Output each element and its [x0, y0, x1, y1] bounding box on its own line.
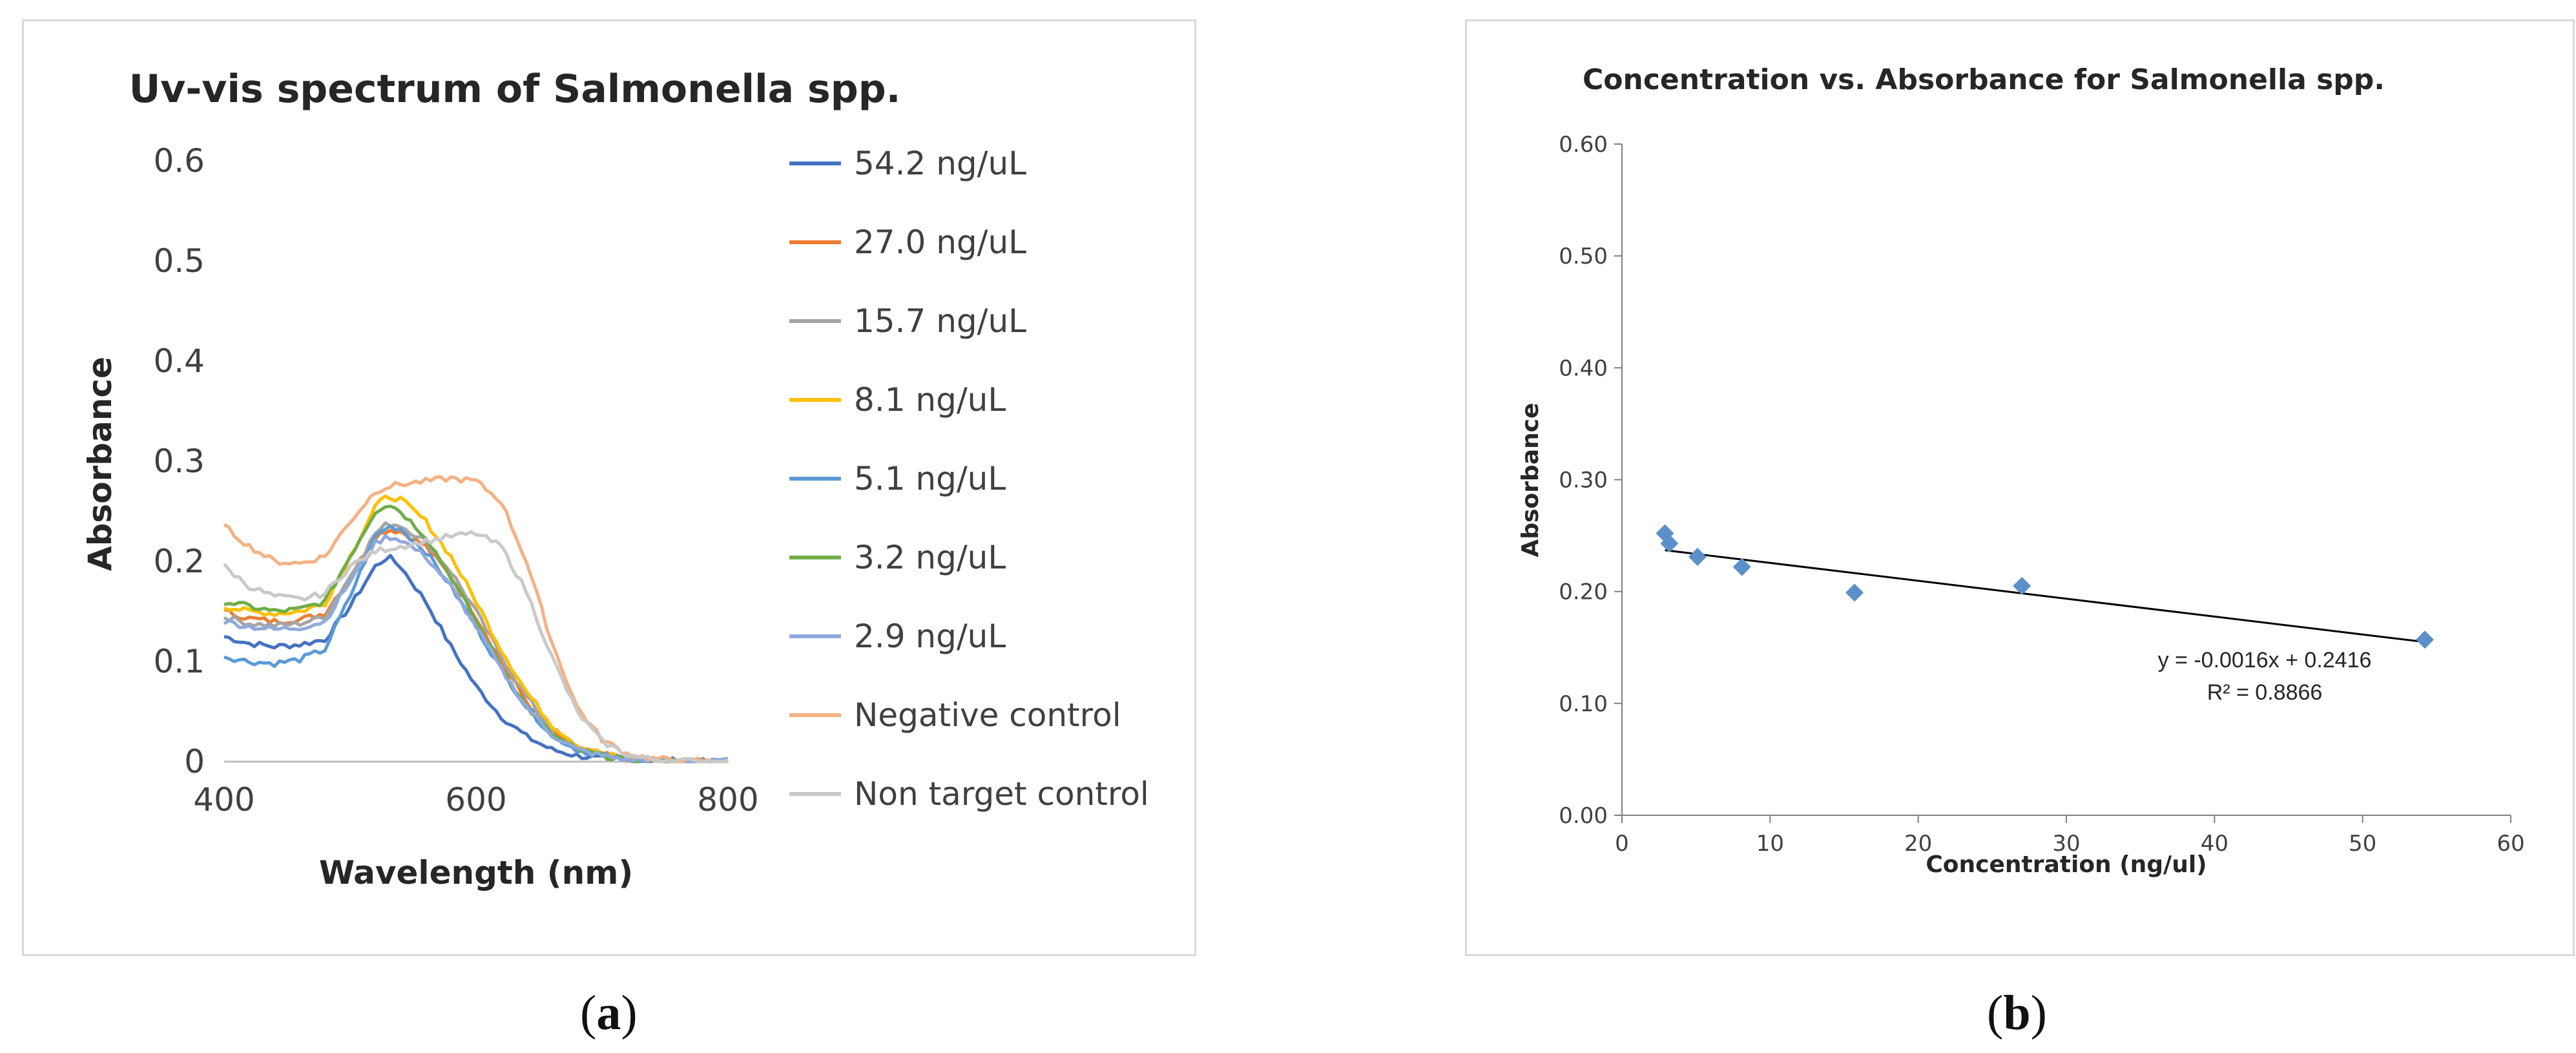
chart-b-data-point: [1660, 534, 1679, 553]
chart-a-legend-label: 5.1 ng/uL: [854, 460, 1006, 497]
chart-a-y-tick-label: 0: [184, 743, 205, 780]
chart-a-series-line: [223, 521, 728, 764]
chart-b-trendline: [1665, 549, 2425, 643]
caption-a-letter: a: [596, 986, 621, 1040]
chart-b-y-tick-label: 0.50: [1559, 244, 1608, 269]
chart-b-y-tick-label: 0.30: [1559, 468, 1608, 494]
chart-b-x-tick-label: 50: [2349, 831, 2376, 857]
chart-a-series-line: [223, 554, 728, 764]
caption-b: (b): [1987, 985, 2047, 1041]
chart-a-legend-label: 27.0 ng/uL: [854, 224, 1026, 261]
chart-a-y-tick-label: 0.4: [153, 342, 205, 380]
chart-b-data-point: [1688, 547, 1707, 566]
chart-a-y-tick-label: 0.3: [153, 443, 205, 480]
chart-b-trendline-equation: y = -0.0016x + 0.2416: [2158, 648, 2372, 672]
chart-a-legend-label: 15.7 ng/uL: [854, 302, 1026, 340]
chart-b-y-tick-label: 0.00: [1559, 803, 1608, 829]
chart-a-series-line: [223, 530, 729, 764]
chart-a-x-tick-label: 400: [193, 781, 254, 818]
chart-b-x-tick-label: 30: [2052, 831, 2080, 857]
chart-a-legend-label: Non target control: [854, 775, 1149, 813]
chart-b-y-ticks: 0.00 0.10 0.20 0.30 0.40 0.50 0.60: [1559, 132, 1622, 829]
chart-a-legend-label: 2.9 ng/uL: [854, 618, 1006, 655]
chart-a-legend: 54.2 ng/uL 27.0 ng/uL 15.7 ng/uL 8.1 ng/uL 5…: [789, 145, 1149, 813]
chart-a-legend-label: 8.1 ng/uL: [854, 381, 1006, 419]
chart-a-y-axis-label: Absorbance: [81, 357, 119, 571]
chart-b-y-tick-label: 0.60: [1559, 132, 1608, 158]
uv-vis-chart-svg: Uv-vis spectrum of Salmonella spp. 00.10…: [81, 67, 1149, 891]
chart-a-series-line: [223, 534, 729, 764]
chart-a-y-tick-label: 0.5: [153, 242, 205, 280]
chart-a-series-group: [223, 475, 729, 764]
chart-b-r-squared: R² = 0.8866: [2207, 680, 2323, 705]
chart-b-data-point: [2415, 631, 2434, 649]
chart-b-x-tick-label: 0: [1615, 831, 1629, 857]
caption-b-close: ): [2030, 986, 2047, 1040]
chart-b-y-axis-label: Absorbance: [1517, 403, 1544, 558]
chart-b-data-point: [1732, 558, 1751, 576]
chart-b-points-group: [1656, 524, 2434, 649]
chart-b-y-tick-label: 0.10: [1559, 691, 1608, 717]
chart-b-x-ticks: 0 10 20 30 40 50 60: [1615, 815, 2525, 857]
chart-a-series-line: [223, 524, 729, 764]
chart-a-y-tick-label: 0.1: [153, 643, 205, 680]
chart-b-x-tick-label: 10: [1756, 831, 1784, 857]
chart-a-x-tick-label: 600: [445, 781, 506, 818]
panel-a-uv-vis-chart: Uv-vis spectrum of Salmonella spp. 0 0.1 0…: [22, 19, 1196, 956]
chart-a-title: Uv-vis spectrum of Salmonella spp.: [129, 67, 901, 112]
chart-a-series-line: [223, 505, 729, 764]
chart-b-data-point: [1845, 583, 1864, 602]
chart-a-x-tick-label: 800: [697, 781, 758, 818]
panel-b-scatter-chart: Concentration vs. Absorbance for Salmone…: [1465, 19, 2575, 956]
chart-a-x-ticks: 400 600 800: [193, 781, 758, 818]
chart-b-y-tick-label: 0.40: [1559, 355, 1608, 381]
caption-a-open: (: [580, 986, 597, 1040]
chart-b-data-point: [2013, 577, 2031, 596]
scatter-chart-svg: Concentration vs. Absorbance for Salmone…: [1517, 63, 2525, 878]
chart-b-x-axis-label: Concentration (ng/ul): [1926, 851, 2207, 878]
caption-a-close: ): [621, 986, 638, 1040]
caption-b-letter: b: [2003, 986, 2031, 1040]
caption-b-open: (: [1987, 986, 2004, 1040]
chart-b-title: Concentration vs. Absorbance for Salmone…: [1583, 63, 2385, 96]
caption-a: (a): [580, 985, 638, 1041]
chart-a-legend-label: 3.2 ng/uL: [854, 539, 1006, 576]
chart-a-x-axis-label: Wavelength (nm): [319, 854, 633, 891]
chart-a-legend-label: 54.2 ng/uL: [854, 145, 1026, 182]
chart-b-y-tick-label: 0.20: [1559, 579, 1608, 605]
chart-b-x-tick-label: 20: [1904, 831, 1932, 857]
chart-a-y-tick-label: 0.6: [153, 142, 205, 180]
chart-a-legend-label: Negative control: [854, 696, 1121, 734]
chart-a-y-ticks: 0 0.1 0.2 0.3 0.4 0.5 0.6: [153, 142, 205, 780]
chart-a-y-tick-label: 0.2: [153, 543, 205, 580]
chart-b-x-tick-label: 60: [2497, 831, 2524, 857]
chart-b-x-tick-label: 40: [2201, 831, 2228, 857]
